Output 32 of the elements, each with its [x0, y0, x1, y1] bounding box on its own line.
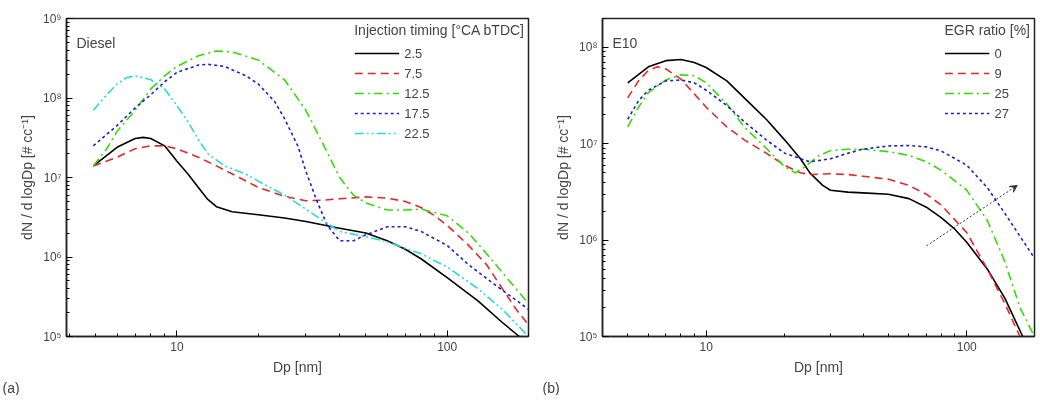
legend-label: 0 [994, 45, 1003, 61]
x-axis-title: Dp [nm] [272, 358, 323, 375]
legend-label: 25 [994, 85, 1010, 101]
annotation: Diesel [76, 34, 116, 51]
y-tick-label: 10⁶ [579, 233, 598, 248]
x-tick-label: 100 [956, 339, 978, 354]
legend-label: 27 [994, 105, 1010, 121]
y-axis-title: dN / d logDp [# cc⁻¹] [19, 115, 36, 240]
legend-title: Injection timing [°CA bTDC] [354, 22, 524, 38]
text: (b) [542, 379, 560, 396]
legend-label: 2.5 [404, 45, 424, 61]
x-tick-label: 10 [170, 339, 184, 354]
legend-label: 9 [994, 65, 1003, 81]
legend-label: 17.5 [404, 105, 430, 121]
legend-label: 22.5 [404, 125, 430, 141]
legend-label: 12.5 [404, 85, 430, 101]
y-tick-label: 10⁶ [43, 250, 62, 264]
y-tick-label: 10⁵ [579, 329, 598, 344]
x-tick-label: 10 [699, 339, 714, 354]
y-tick-label: 10⁷ [43, 170, 62, 185]
y-axis-title: dN / d logDp [# cc⁻¹] [555, 115, 572, 240]
text: (a) [2, 379, 20, 396]
y-tick-label: 10⁸ [43, 91, 62, 105]
y-tick-label: 10⁸ [579, 40, 598, 55]
x-axis-title: Dp [nm] [793, 358, 844, 375]
y-tick-label: 10⁷ [579, 136, 598, 151]
legend-title: EGR ratio [%] [944, 22, 1030, 38]
y-tick-label: 10⁹ [43, 11, 62, 26]
y-tick-label: 10⁵ [43, 329, 62, 344]
annotation: E10 [612, 34, 638, 51]
legend-label: 7.5 [404, 65, 424, 81]
x-tick-label: 100 [437, 339, 458, 354]
